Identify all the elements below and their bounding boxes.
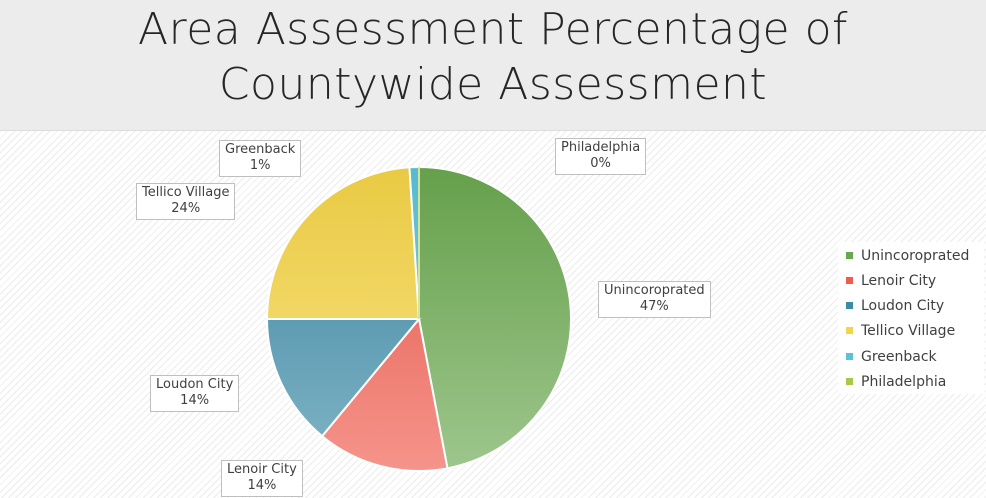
legend-item-loudon-city: Loudon City <box>846 296 944 316</box>
data-label-value: 1% <box>249 158 271 173</box>
legend-item-lenoir-city: Lenoir City <box>846 271 936 291</box>
pie-slice-tellico-village <box>265 166 421 320</box>
data-label-name: Unincoroprated <box>604 283 705 298</box>
data-label-lenoir-city: Lenoir City 14% <box>221 460 303 497</box>
legend-label: Tellico Village <box>861 323 956 339</box>
legend-swatch <box>846 377 853 385</box>
legend-label: Greenback <box>861 349 937 365</box>
data-label-unincorporated: Unincoroprated 47% <box>598 281 711 318</box>
data-label-value: 24% <box>171 201 201 216</box>
legend-item-unincorporated: Unincoroprated <box>846 246 969 266</box>
legend-label: Philadelphia <box>861 374 947 390</box>
data-label-value: 14% <box>247 478 277 493</box>
chart-title: Area Assessment Percentage of Countywide… <box>137 4 849 110</box>
legend-item-greenback: Greenback <box>846 347 937 367</box>
data-label-name: Lenoir City <box>227 462 297 477</box>
legend-swatch <box>846 276 853 284</box>
data-label-greenback: Greenback 1% <box>219 140 302 177</box>
pie-slice-loudon-city <box>265 318 422 438</box>
data-label-value: 0% <box>590 156 611 171</box>
data-label-loudon-city: Loudon City 14% <box>150 375 240 412</box>
pie-slice-lenoir-city <box>320 316 449 473</box>
data-label-tellico-village: Tellico Village 24% <box>136 183 236 220</box>
plot-area: Unincoroprated 47% Lenoir City 14% Loudo… <box>0 131 986 498</box>
legend-item-tellico-village: Tellico Village <box>846 321 955 341</box>
legend-label: Lenoir City <box>861 273 937 289</box>
legend-label: Unincoroprated <box>861 248 970 264</box>
data-label-value: 14% <box>180 393 210 408</box>
title-band: Area Assessment Percentage of Countywide… <box>0 0 986 131</box>
pie-slice-unincoroprated <box>418 165 572 470</box>
data-label-philadelphia: Philadelphia 0% <box>555 138 647 175</box>
data-label-name: Greenback <box>225 142 296 157</box>
legend-item-philadelphia: Philadelphia <box>846 372 946 392</box>
data-label-name: Philadelphia <box>561 140 641 155</box>
legend-swatch <box>846 326 853 334</box>
legend-label: Loudon City <box>861 298 945 314</box>
data-label-name: Loudon City <box>156 377 234 392</box>
legend-swatch <box>846 301 853 309</box>
data-label-name: Tellico Village <box>142 185 230 200</box>
legend-swatch <box>846 251 853 259</box>
legend: Unincoroprated Lenoir City Loudon City T… <box>838 242 984 394</box>
pie-chart <box>265 165 572 473</box>
data-label-value: 47% <box>639 299 669 314</box>
legend-swatch <box>846 352 853 360</box>
